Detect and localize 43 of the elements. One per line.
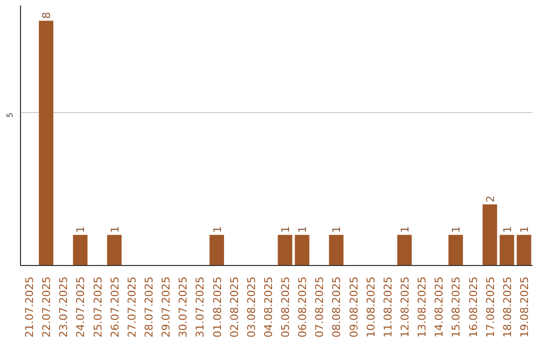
x-tick-label: 31.07.2025 xyxy=(194,276,207,338)
data-label: 1 xyxy=(518,226,531,233)
x-tick-label: 30.07.2025 xyxy=(176,276,190,338)
x-tick-label: 18.08.2025 xyxy=(500,276,514,338)
x-tick-label: 04.08.2025 xyxy=(262,276,275,338)
data-label: 2 xyxy=(484,196,497,202)
x-tick-label: 25.07.2025 xyxy=(91,276,104,338)
data-label: 1 xyxy=(279,226,292,233)
x-tick-label: 26.07.2025 xyxy=(108,276,122,338)
x-tick-label: 24.07.2025 xyxy=(74,276,88,338)
data-label: 1 xyxy=(210,226,224,233)
x-tick-label: 27.07.2025 xyxy=(125,276,138,338)
x-tick-label: 01.08.2025 xyxy=(210,276,224,338)
x-tick-label: 10.08.2025 xyxy=(364,276,378,338)
data-label: 1 xyxy=(500,226,514,233)
data-label: 1 xyxy=(74,226,88,233)
x-tick-label: 19.08.2025 xyxy=(518,276,531,338)
x-tick-label: 28.07.2025 xyxy=(142,276,156,338)
x-tick-label: 11.08.2025 xyxy=(381,276,394,338)
x-tick-label: 02.08.2025 xyxy=(228,276,241,338)
x-tick-label: 09.08.2025 xyxy=(347,276,360,338)
x-tick-label: 13.08.2025 xyxy=(416,276,429,338)
data-label: 1 xyxy=(108,226,122,233)
data-label: 8 xyxy=(40,12,54,19)
x-tick-label: 22.07.2025 xyxy=(40,276,54,338)
x-tick-label: 17.08.2025 xyxy=(484,276,497,338)
x-tick-label: 03.08.2025 xyxy=(244,276,258,338)
x-tick-label: 14.08.2025 xyxy=(432,276,446,338)
x-tick-label: 16.08.2025 xyxy=(466,276,480,338)
data-label: 1 xyxy=(398,226,412,233)
x-tick-label: 08.08.2025 xyxy=(330,276,344,338)
x-tick-label: 29.07.2025 xyxy=(160,276,173,338)
x-tick-label: 21.07.2025 xyxy=(23,276,36,338)
x-tick-label: 05.08.2025 xyxy=(279,276,292,338)
y-tick-label: 5 xyxy=(6,112,14,118)
x-tick-label: 12.08.2025 xyxy=(398,276,412,338)
data-label: 1 xyxy=(450,226,463,233)
data-label: 1 xyxy=(296,226,310,233)
data-label: 1 xyxy=(330,226,344,233)
x-tick-label: 06.08.2025 xyxy=(296,276,310,338)
x-tick-label: 23.07.2025 xyxy=(57,276,70,338)
x-tick-label: 07.08.2025 xyxy=(313,276,326,338)
x-tick-label: 15.08.2025 xyxy=(450,276,463,338)
